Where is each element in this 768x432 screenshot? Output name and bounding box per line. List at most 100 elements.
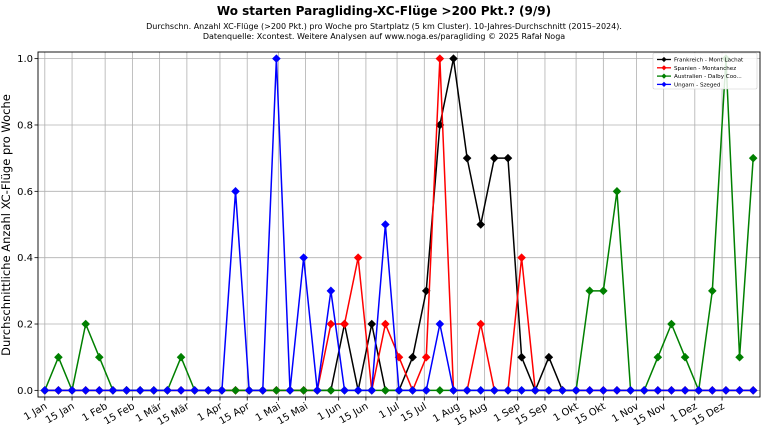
data-point (272, 54, 281, 63)
data-point (612, 386, 622, 395)
y-tick-label: 0.0 (17, 386, 33, 397)
data-point (708, 386, 717, 395)
series-3 (40, 54, 758, 395)
data-point (653, 352, 663, 362)
data-point (476, 319, 486, 329)
data-point (544, 386, 554, 395)
legend-label: Spanien - Montanchez (674, 66, 736, 72)
series-line (44, 57, 754, 392)
y-tick-label: 0.6 (17, 187, 33, 198)
data-point (435, 319, 445, 329)
data-point (367, 319, 377, 329)
data-point (231, 187, 240, 196)
data-point (735, 386, 744, 395)
data-point (585, 386, 595, 395)
data-point (272, 386, 281, 395)
legend-label: Frankreich - Mont Lachat (674, 58, 744, 64)
x-tick-label: 15 Mär (156, 401, 192, 428)
chart-title: Wo starten Paragliding-XC-Flüge >200 Pkt… (217, 4, 551, 18)
data-point (599, 286, 608, 296)
data-point (421, 352, 431, 362)
data-point (122, 386, 131, 395)
data-point (421, 286, 431, 296)
legend-box (652, 52, 758, 90)
data-point (353, 253, 363, 262)
data-point (408, 386, 417, 395)
grid-lines (38, 52, 760, 397)
data-point (381, 220, 390, 229)
data-point (408, 352, 417, 362)
data-point (748, 153, 758, 163)
data-point (258, 386, 268, 395)
x-tick-label: 15 Jun (338, 401, 371, 426)
data-point (462, 153, 472, 163)
data-point (599, 386, 608, 395)
data-point (340, 386, 349, 395)
data-point (326, 319, 336, 329)
data-point (326, 286, 336, 296)
data-point (67, 386, 77, 395)
x-tick-label: 1 Jul (377, 401, 401, 421)
data-point (312, 386, 322, 395)
legend-label: Ungarn - Szeged (674, 82, 721, 88)
data-point (108, 386, 118, 395)
x-tick-label: 15 Mai (276, 401, 310, 427)
series-4 (40, 54, 758, 395)
data-point (667, 386, 676, 395)
data-point (95, 386, 104, 395)
data-point (190, 386, 199, 395)
data-point (517, 352, 526, 362)
data-point (476, 386, 486, 395)
data-point (203, 386, 213, 395)
data-point (40, 386, 50, 395)
data-point (626, 386, 635, 395)
data-point (558, 386, 567, 395)
data-point (639, 386, 649, 395)
data-point (95, 352, 104, 362)
data-point (381, 386, 390, 395)
chart-subtitle-line-1: Durchschn. Anzahl XC-Flüge (>200 Pkt.) p… (146, 22, 622, 31)
data-point (340, 319, 349, 329)
data-point (353, 386, 363, 395)
data-point (694, 386, 703, 395)
data-point (490, 386, 499, 395)
data-point (394, 386, 404, 395)
data-point (530, 386, 540, 395)
data-point (244, 386, 254, 395)
x-tick-label: 15 Jul (399, 401, 429, 425)
x-tick-label: 15 Apr (217, 401, 252, 428)
data-point (449, 54, 458, 63)
data-point (299, 386, 308, 395)
y-tick-label: 0.2 (17, 320, 33, 331)
data-point (735, 352, 744, 362)
data-point (54, 386, 63, 395)
data-point (544, 352, 554, 362)
plot-frame (37, 51, 761, 398)
x-tick-label: 15 Jan (44, 401, 77, 426)
data-point (435, 386, 445, 395)
y-axis-label: Durchschnittliche Anzahl XC-Flüge pro Wo… (0, 94, 13, 356)
data-point (571, 386, 581, 395)
series-1 (40, 54, 758, 395)
legend: Frankreich - Mont Lachat Spanien - Montan… (652, 52, 758, 90)
data-point (54, 352, 63, 362)
data-point (135, 386, 145, 395)
legend-marker (661, 73, 667, 79)
data-point (381, 319, 390, 329)
data-point (612, 187, 622, 196)
data-point (680, 352, 690, 362)
x-tick-label: 15 Feb (102, 401, 137, 427)
y-tick-label: 0.4 (17, 253, 33, 264)
data-point (462, 386, 472, 395)
data-point (449, 386, 458, 395)
legend-marker (661, 56, 667, 63)
data-point (503, 386, 513, 395)
data-point (517, 253, 526, 262)
data-point (217, 386, 227, 395)
data-point (176, 386, 186, 395)
data-point (435, 54, 445, 63)
series-line (44, 57, 754, 392)
data-point (667, 319, 676, 329)
data-point (680, 386, 690, 395)
